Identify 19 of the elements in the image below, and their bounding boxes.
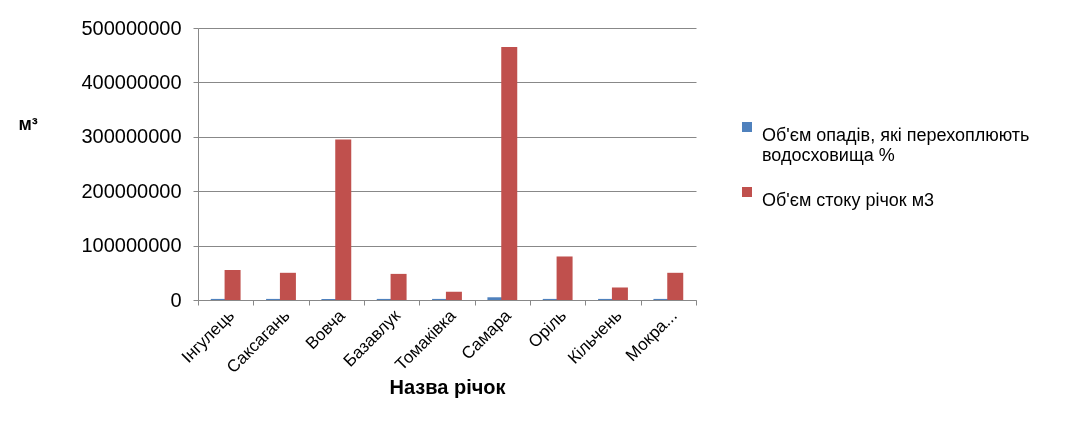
y-tick-label: 200000000 [81,179,182,202]
y-tick-label: 400000000 [81,70,182,93]
x-axis-title: Назва річок [389,376,507,399]
bar [445,291,462,300]
y-tick-label: 500000000 [81,16,182,39]
bar [390,273,407,300]
legend-label: Об'єм стоку річок м3 [762,190,935,210]
bar [279,272,296,300]
legend-label: Об'єм опадів, які перехоплюють водосховища % [762,125,1030,165]
y-axis-title: м³ [18,113,38,134]
y-tick-label: 0 [170,288,182,311]
bar [224,270,241,300]
bar [335,139,352,300]
bar [611,287,628,300]
y-tick-label: 100000000 [81,234,182,257]
bar [556,256,573,300]
bar [667,272,684,300]
bar [501,47,518,300]
y-tick-label: 300000000 [81,125,182,148]
